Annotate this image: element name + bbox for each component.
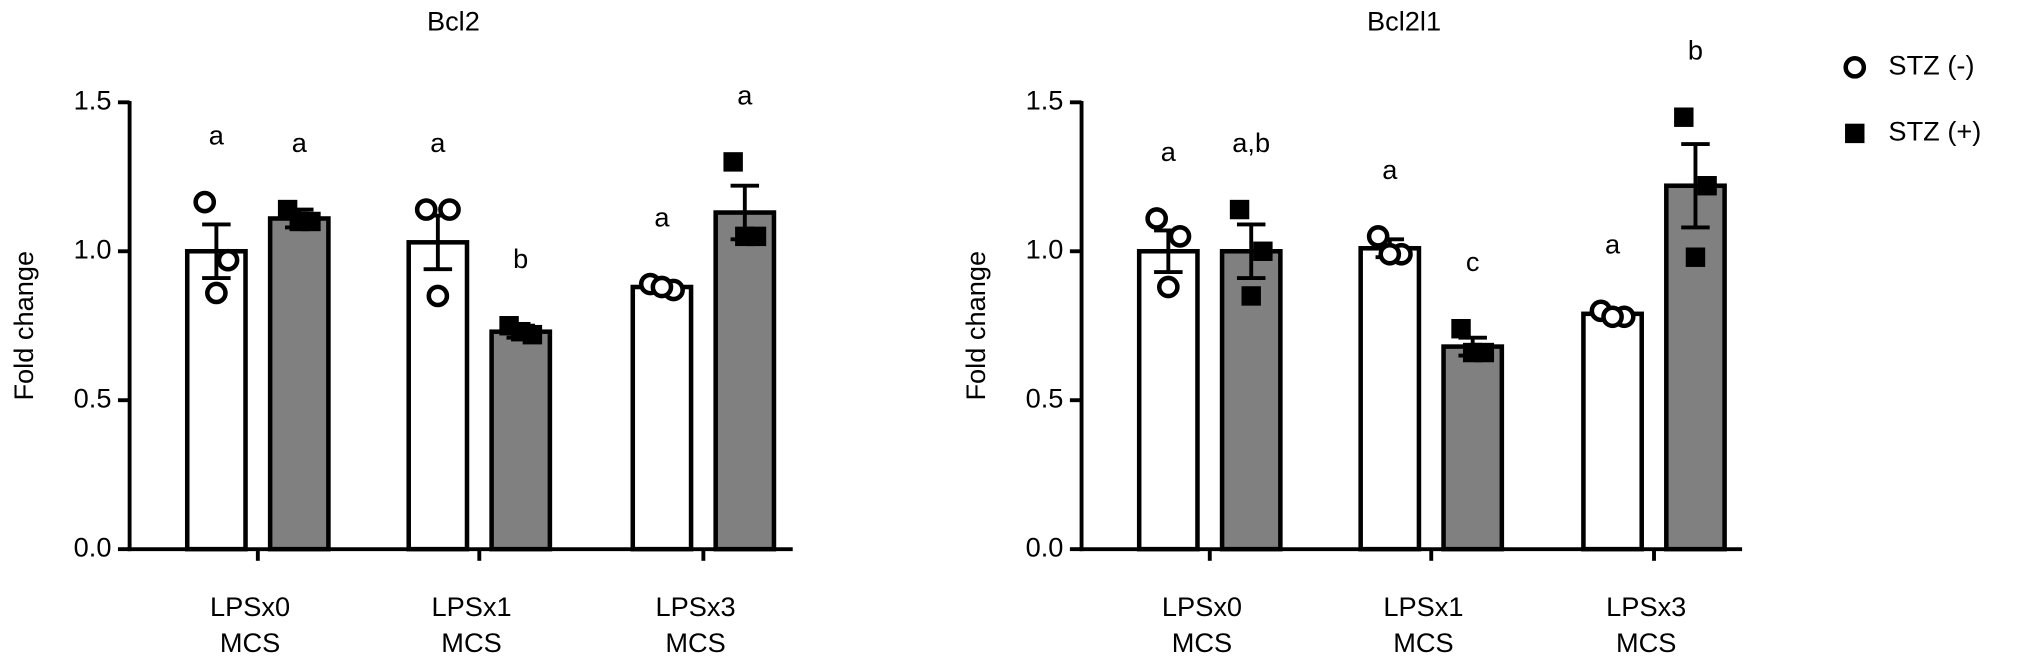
data-point bbox=[414, 198, 438, 221]
bar bbox=[1664, 183, 1727, 552]
data-point bbox=[1697, 176, 1717, 196]
data-point bbox=[289, 211, 309, 232]
legend-label: STZ (-) bbox=[1888, 50, 1974, 81]
data-point bbox=[1601, 305, 1624, 329]
y-tick-label: 1.5 bbox=[74, 85, 112, 116]
significance-letter: a bbox=[1605, 228, 1621, 259]
data-point bbox=[1674, 107, 1694, 127]
significance-letter: a bbox=[209, 120, 225, 151]
x-tick-label: LPSx3 bbox=[1606, 591, 1686, 622]
data-point bbox=[1685, 247, 1706, 267]
data-point bbox=[205, 281, 228, 305]
significance-letter: a bbox=[1382, 154, 1398, 185]
significance-letter: a bbox=[654, 201, 670, 232]
x-tick-label: LPSx1 bbox=[1383, 591, 1463, 622]
x-tick-label: MCS bbox=[665, 627, 725, 656]
x-tick-label: MCS bbox=[1616, 627, 1676, 656]
bar bbox=[267, 216, 331, 552]
bar bbox=[630, 284, 694, 552]
y-tick-label: 0.0 bbox=[1026, 531, 1064, 562]
bar bbox=[1136, 248, 1200, 552]
x-tick-label: LPSx0 bbox=[1162, 591, 1242, 622]
significance-letter: a bbox=[1161, 136, 1177, 167]
data-point bbox=[650, 275, 674, 299]
y-tick-label: 0.5 bbox=[74, 382, 112, 413]
data-point bbox=[1378, 242, 1402, 266]
significance-letter: a bbox=[737, 79, 753, 110]
data-point bbox=[216, 248, 240, 272]
data-point bbox=[735, 226, 755, 247]
bar bbox=[713, 210, 777, 552]
y-axis-label: Fold change bbox=[960, 251, 991, 401]
y-tick-label: 1.0 bbox=[74, 233, 112, 264]
y-tick-label: 1.0 bbox=[1026, 233, 1064, 264]
data-point bbox=[1366, 225, 1390, 248]
legend-marker bbox=[1843, 56, 1867, 79]
data-point bbox=[723, 152, 743, 172]
x-tick-label: MCS bbox=[220, 627, 280, 656]
data-point bbox=[426, 284, 450, 308]
data-point bbox=[438, 198, 461, 221]
data-point bbox=[1229, 199, 1250, 220]
y-tick-label: 0.5 bbox=[1026, 382, 1064, 413]
legend-marker bbox=[1845, 123, 1865, 144]
chart-title: Bcl2 bbox=[427, 6, 480, 37]
significance-letter: c bbox=[1466, 246, 1480, 277]
x-tick-label: LPSx0 bbox=[210, 591, 290, 622]
data-point bbox=[1241, 286, 1261, 306]
x-tick-label: MCS bbox=[1172, 627, 1232, 656]
significance-letter: a bbox=[430, 127, 446, 158]
data-point bbox=[1168, 225, 1192, 248]
x-tick-label: MCS bbox=[1393, 627, 1453, 656]
data-point bbox=[1253, 241, 1273, 261]
data-point bbox=[1462, 342, 1483, 363]
legend-label: STZ (+) bbox=[1888, 116, 1981, 147]
chart-title: Bcl2l1 bbox=[1367, 6, 1441, 37]
data-point bbox=[1156, 275, 1180, 299]
y-tick-label: 0.0 bbox=[74, 531, 112, 562]
y-axis-label: Fold change bbox=[8, 251, 39, 401]
data-point bbox=[1451, 318, 1471, 339]
y-tick-label: 1.5 bbox=[1026, 85, 1064, 116]
data-point bbox=[1145, 207, 1169, 230]
bar bbox=[1441, 344, 1505, 552]
significance-letter: a,b bbox=[1232, 127, 1270, 158]
bar bbox=[1581, 311, 1644, 552]
x-tick-label: MCS bbox=[441, 627, 501, 656]
bar bbox=[1358, 246, 1422, 552]
data-point bbox=[193, 190, 217, 214]
data-point bbox=[511, 321, 531, 342]
significance-letter: b bbox=[513, 243, 528, 274]
significance-letter: b bbox=[1688, 35, 1703, 66]
significance-letter: a bbox=[292, 127, 308, 158]
x-tick-label: LPSx3 bbox=[656, 591, 736, 622]
x-tick-label: LPSx1 bbox=[431, 591, 511, 622]
bar bbox=[489, 329, 553, 552]
